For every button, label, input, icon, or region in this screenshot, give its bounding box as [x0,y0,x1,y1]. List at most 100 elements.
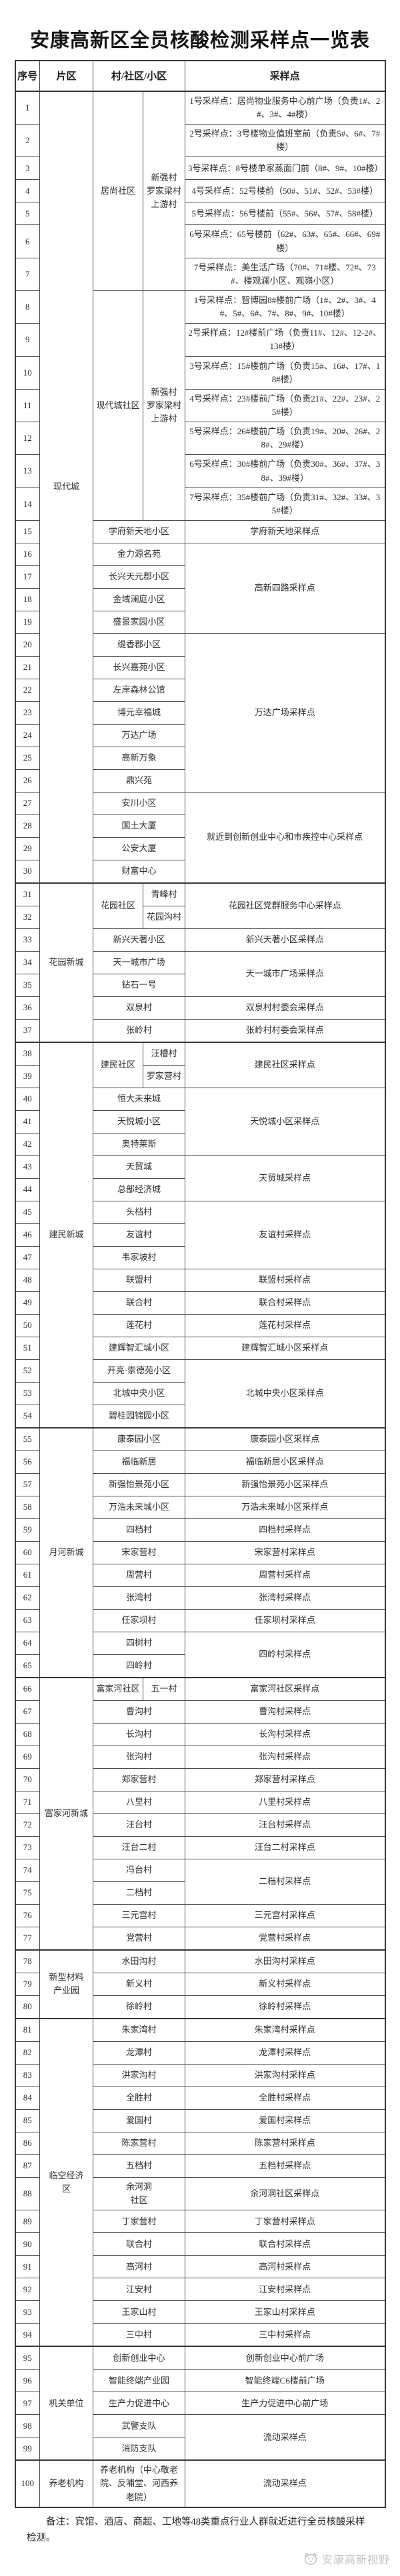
district-cell: 临空经济 区 [39,2017,93,2347]
row-number-cell: 42 [15,1132,40,1156]
community-cell: 汪台村 [93,1813,185,1837]
community-cell: 周营村 [93,1563,185,1587]
table-row: 81 临空经济 区朱家湾村 朱家湾村采样点 [15,2017,385,2347]
row-number-cell: 2 [15,124,40,158]
row-number-cell: 25 [15,746,40,770]
row-number-cell: 90 [15,2232,40,2256]
community-cell: 全胜村 [93,2086,185,2110]
row-number-cell: 38 [15,1041,40,1066]
row-number-cell: 63 [15,1608,40,1632]
row-number-cell: 31 [15,882,40,906]
community-cell: 张岭村 [93,1018,185,1043]
table-row: 50 莲花村 莲花村采样点 [15,1313,385,1337]
sampling-point-cell: 余河洞社区采样点 [185,2176,385,2211]
community-cell: 四树村 [93,1631,185,1655]
table-row: 16 金力源名苑 高新四路采样点 [15,542,385,634]
table-row: 39 罗家营村 [15,1064,385,1088]
sampling-point-cell: 2号采样点：12#楼前广场（负责11#、12#、12-2#、13#楼） [185,323,385,357]
community-cell: 生产力促进中心 [93,2392,185,2415]
community-cell: 碧桂园锦园小区 [93,1404,185,1429]
row-number-cell: 60 [15,1540,40,1564]
table-row: 53 北城中央小区 [15,1381,385,1405]
header-community: 村/社区/小区 [93,60,185,92]
community-cell: 花园社区 [93,882,143,929]
row-number-cell: 87 [15,2154,40,2178]
row-number-cell: 50 [15,1313,40,1337]
row-number-cell: 59 [15,1518,40,1542]
sampling-point-cell: 汪台村采样点 [185,1813,385,1837]
sampling-point-cell: 流动采样点 [185,2414,385,2461]
community-cell: 联合村 [93,1291,185,1315]
row-number-cell: 86 [15,2131,40,2155]
table-row: 99 消防支队 [15,2437,385,2461]
community-cell: 五档村 [93,2154,185,2178]
sampling-point-cell: 万浩未来城小区采样点 [185,1495,385,1519]
district-cell: 养老机构 [39,2459,93,2508]
row-number-cell: 33 [15,928,40,952]
table-row: 88 余河洞 社区 余河洞社区采样点 [15,2176,385,2211]
row-number-cell: 56 [15,1450,40,1474]
table-row: 55 月河新城 康泰园小区 康泰园小区采样点 [15,1427,385,1678]
row-number-cell: 10 [15,356,40,390]
row-number-cell: 32 [15,905,40,929]
row-number-cell: 74 [15,1858,40,1882]
table-row: 68 长沟村 长沟村采样点 [15,1722,385,1746]
village-cell: 罗家营村 [143,1064,185,1088]
row-number-cell: 14 [15,487,40,521]
sampling-point-cell: 高新四路采样点 [185,542,385,634]
community-cell: 张湾村 [93,1586,185,1610]
row-number-cell: 55 [15,1427,40,1451]
table-row: 61 周营村 周营村采样点 [15,1563,385,1587]
village-cell: 五一村 [143,1676,185,1701]
sampling-point-cell: 富家河社区采样点 [185,1676,385,1701]
table-row: 98 武警支队 流动采样点 [15,2414,385,2461]
sampling-point-cell: 全胜村采样点 [185,2086,385,2110]
community-cell: 冯台村 [93,1858,185,1882]
row-number-cell: 23 [15,701,40,725]
row-number-cell: 53 [15,1381,40,1405]
table-row: 31 花园新城 花园社区 青峰村 花园社区党群服务中心采样点 [15,882,385,1043]
row-number-cell: 35 [15,973,40,997]
table-row: 29 公安大厦 [15,836,385,860]
sampling-point-cell: 1号采样点：智博园8#楼前广场（1#、2#、3#、4#、5#、6#、7#、8#、… [185,290,385,324]
community-cell: 长兴嘉苑小区 [93,655,185,679]
table-row: 24 万达广场 [15,723,385,747]
community-cell: 高新万象 [93,746,185,770]
row-number-cell: 82 [15,2041,40,2065]
row-number-cell: 72 [15,1813,40,1837]
community-cell: 三中村 [93,2323,185,2347]
table-row: 46 友谊村 [15,1223,385,1247]
row-number-cell: 12 [15,422,40,456]
row-number-cell: 51 [15,1336,40,1360]
row-number-cell: 62 [15,1586,40,1610]
table-row: 42 奥特莱斯 [15,1132,385,1156]
row-number-cell: 20 [15,633,40,657]
sampling-point-cell: 莲花村采样点 [185,1313,385,1337]
header-serial-number: 序号 [15,60,40,92]
table-row: 62 张湾村 张湾村采样点 [15,1586,385,1610]
row-number-cell: 52 [15,1359,40,1383]
table-row: 7 7号采样点：美生活广场（70#、71#楼、72#、73#、楼观澜小区、观嶺小区… [15,257,385,292]
table-row: 43 天贸城 天贸城采样点 [15,1155,385,1201]
table-row: 44 总部经济城 [15,1177,385,1201]
row-number-cell: 17 [15,565,40,589]
sampling-point-cell: 天贸城采样点 [185,1155,385,1201]
sampling-point-cell: 陈家营村采样点 [185,2131,385,2155]
sampling-point-cell: 龙潭村采样点 [185,2041,385,2065]
row-number-cell: 98 [15,2414,40,2438]
community-cell: 福临新居 [93,1450,185,1474]
community-cell: 四档村 [93,1518,185,1542]
table-row: 2 2号采样点：3号楼物业值班室前（负责5#、6#、7#楼） [15,124,385,158]
row-number-cell: 94 [15,2323,40,2347]
sampling-point-cell: 智能终端C6楼前广场 [185,2369,385,2393]
table-row: 60 宋家营村 宋家营村采样点 [15,1540,385,1564]
row-number-cell: 66 [15,1676,40,1701]
sampling-point-cell: 康泰园小区采样点 [185,1427,385,1451]
community-cell: 学府新天地小区 [93,519,185,543]
row-number-cell: 96 [15,2369,40,2393]
row-number-cell: 91 [15,2255,40,2279]
sampling-point-cell: 长沟村采样点 [185,1722,385,1746]
table-row: 94 三中村 三中村采样点 [15,2323,385,2347]
table-row: 28 国土大厦 [15,814,385,838]
sampling-point-cell: 新义村采样点 [185,1972,385,1996]
